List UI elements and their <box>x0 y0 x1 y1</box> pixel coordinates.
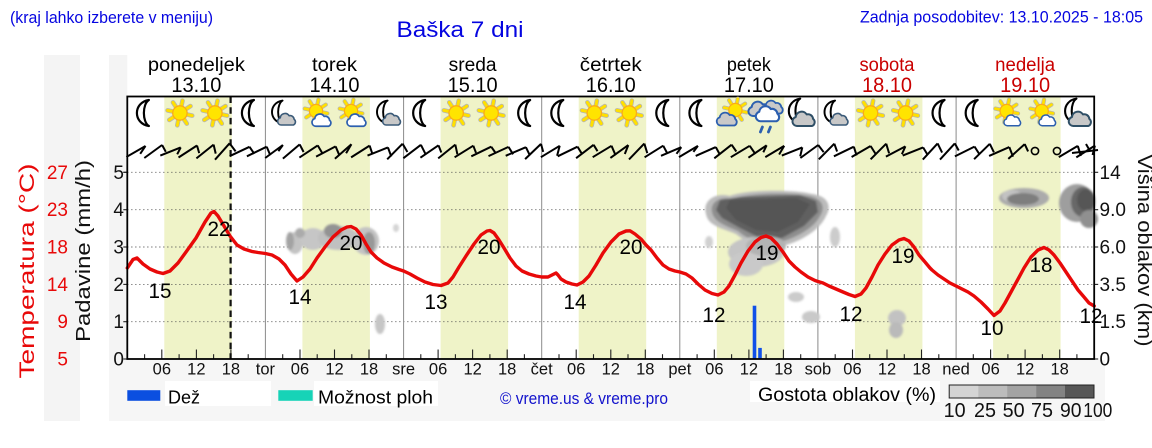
svg-text:sre: sre <box>392 361 415 379</box>
svg-text:06: 06 <box>291 361 309 379</box>
svg-text:25: 25 <box>974 399 996 422</box>
svg-text:9.0: 9.0 <box>1100 200 1126 221</box>
svg-text:19: 19 <box>892 244 915 268</box>
svg-text:14: 14 <box>1100 163 1122 184</box>
svg-text:10: 10 <box>981 316 1004 340</box>
svg-text:Višina oblakov (km): Višina oblakov (km) <box>1133 155 1152 347</box>
svg-text:12: 12 <box>840 302 863 326</box>
svg-text:Zadnja posodobitev: 13.10.2025: Zadnja posodobitev: 13.10.2025 - 18:05 <box>860 9 1143 27</box>
svg-text:13.10: 13.10 <box>171 73 221 97</box>
svg-text:19: 19 <box>756 241 779 265</box>
svg-text:5: 5 <box>57 350 68 371</box>
svg-text:1.5: 1.5 <box>1100 312 1126 333</box>
svg-text:2: 2 <box>113 275 124 296</box>
svg-text:18: 18 <box>360 361 378 379</box>
svg-text:12: 12 <box>703 303 726 327</box>
svg-text:06: 06 <box>153 361 171 379</box>
svg-text:12: 12 <box>325 361 343 379</box>
svg-text:06: 06 <box>981 361 999 379</box>
svg-text:18.10: 18.10 <box>862 73 912 97</box>
svg-text:14: 14 <box>564 290 587 314</box>
svg-text:Padavine (mm/h): Padavine (mm/h) <box>73 160 95 342</box>
svg-text:15: 15 <box>149 279 172 303</box>
svg-text:20: 20 <box>340 231 363 255</box>
svg-text:20: 20 <box>620 235 643 259</box>
svg-text:18: 18 <box>774 361 792 379</box>
svg-text:Temperatura (°C): Temperatura (°C) <box>16 164 39 379</box>
svg-text:Možnost ploh: Možnost ploh <box>318 388 433 408</box>
svg-text:12: 12 <box>602 361 620 379</box>
svg-text:0: 0 <box>113 350 124 371</box>
svg-text:sob: sob <box>805 361 832 379</box>
svg-text:© vreme.us & vreme.pro: © vreme.us & vreme.pro <box>500 390 668 408</box>
svg-text:18: 18 <box>498 361 516 379</box>
svg-text:Baška 7 dni: Baška 7 dni <box>397 17 524 42</box>
svg-text:1: 1 <box>113 312 124 333</box>
svg-text:12: 12 <box>463 361 481 379</box>
svg-text:nedelja: nedelja <box>995 55 1055 76</box>
svg-text:0: 0 <box>1100 350 1111 371</box>
svg-text:5: 5 <box>113 163 124 184</box>
svg-text:18: 18 <box>1030 253 1053 277</box>
svg-text:18: 18 <box>912 361 930 379</box>
svg-text:ned: ned <box>942 361 970 379</box>
svg-text:14: 14 <box>289 285 312 309</box>
svg-text:17.10: 17.10 <box>724 73 774 97</box>
svg-text:12: 12 <box>740 361 758 379</box>
svg-text:20: 20 <box>478 235 501 259</box>
svg-text:12: 12 <box>1080 304 1103 328</box>
svg-text:četrtek: četrtek <box>580 55 643 76</box>
svg-text:ponedeljek: ponedeljek <box>148 55 246 76</box>
svg-text:16.10: 16.10 <box>586 73 636 97</box>
svg-text:18: 18 <box>636 361 654 379</box>
svg-text:50: 50 <box>1003 399 1025 422</box>
svg-text:13: 13 <box>425 290 448 314</box>
svg-text:18: 18 <box>1050 361 1068 379</box>
svg-text:4: 4 <box>113 200 124 221</box>
svg-text:9: 9 <box>57 312 68 333</box>
svg-text:tor: tor <box>256 361 276 379</box>
svg-text:10: 10 <box>944 399 966 422</box>
svg-text:15.10: 15.10 <box>448 73 498 97</box>
svg-text:18: 18 <box>47 238 68 259</box>
svg-text:06: 06 <box>567 361 585 379</box>
svg-text:14.10: 14.10 <box>309 73 359 97</box>
svg-text:6.0: 6.0 <box>1100 238 1126 259</box>
svg-text:petek: petek <box>727 55 771 76</box>
svg-text:75: 75 <box>1031 399 1053 422</box>
svg-text:čet: čet <box>531 361 553 379</box>
svg-text:18: 18 <box>222 361 240 379</box>
svg-text:3: 3 <box>113 238 124 259</box>
svg-text:pet: pet <box>668 361 691 379</box>
svg-text:torek: torek <box>312 55 358 76</box>
svg-text:22: 22 <box>208 217 231 241</box>
svg-text:06: 06 <box>429 361 447 379</box>
svg-text:12: 12 <box>187 361 205 379</box>
svg-text:23: 23 <box>47 200 68 221</box>
svg-text:12: 12 <box>878 361 896 379</box>
svg-text:Dež: Dež <box>168 388 200 408</box>
svg-text:90: 90 <box>1060 399 1082 422</box>
svg-text:27: 27 <box>47 163 68 184</box>
svg-text:100: 100 <box>1083 399 1112 422</box>
svg-text:14: 14 <box>47 275 69 296</box>
svg-text:06: 06 <box>843 361 861 379</box>
svg-text:19.10: 19.10 <box>1000 73 1050 97</box>
svg-text:12: 12 <box>1016 361 1034 379</box>
svg-text:Gostota oblakov (%): Gostota oblakov (%) <box>758 385 936 406</box>
svg-text:(kraj lahko izberete v meniju): (kraj lahko izberete v meniju) <box>10 9 213 27</box>
svg-text:3.5: 3.5 <box>1100 275 1126 296</box>
svg-text:sobota: sobota <box>860 55 915 76</box>
svg-text:06: 06 <box>705 361 723 379</box>
svg-text:sreda: sreda <box>449 55 497 76</box>
